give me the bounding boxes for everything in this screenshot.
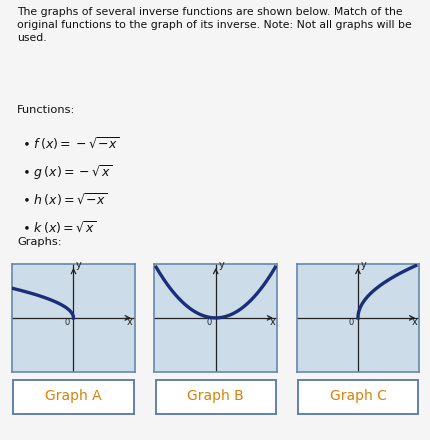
Text: Graph B: Graph B <box>187 389 243 403</box>
Text: y: y <box>76 260 82 270</box>
Text: y: y <box>218 260 224 270</box>
FancyBboxPatch shape <box>297 380 417 414</box>
Text: x: x <box>127 318 132 327</box>
Text: $\bullet\ h\,(x) = \sqrt{-x}$: $\bullet\ h\,(x) = \sqrt{-x}$ <box>22 191 107 208</box>
FancyBboxPatch shape <box>155 380 275 414</box>
FancyBboxPatch shape <box>13 380 133 414</box>
Text: $\bullet\ k\,(x) = \sqrt{x}$: $\bullet\ k\,(x) = \sqrt{x}$ <box>22 219 95 236</box>
Text: x: x <box>269 318 274 327</box>
Text: The graphs of several inverse functions are shown below. Match of the
original f: The graphs of several inverse functions … <box>17 7 411 44</box>
Text: Graphs:: Graphs: <box>17 237 62 247</box>
Text: 0: 0 <box>206 319 211 327</box>
Text: Graph C: Graph C <box>329 389 385 403</box>
Text: 0: 0 <box>64 319 69 327</box>
Text: $\bullet\ g\,(x) = -\sqrt{x}$: $\bullet\ g\,(x) = -\sqrt{x}$ <box>22 163 111 182</box>
Text: Functions:: Functions: <box>17 105 75 115</box>
Text: Graph A: Graph A <box>45 389 101 403</box>
Text: y: y <box>359 260 365 270</box>
Text: 0: 0 <box>348 319 353 327</box>
Text: $\bullet\ f\,(x) = -\sqrt{-x}$: $\bullet\ f\,(x) = -\sqrt{-x}$ <box>22 135 118 152</box>
Text: x: x <box>411 318 416 327</box>
